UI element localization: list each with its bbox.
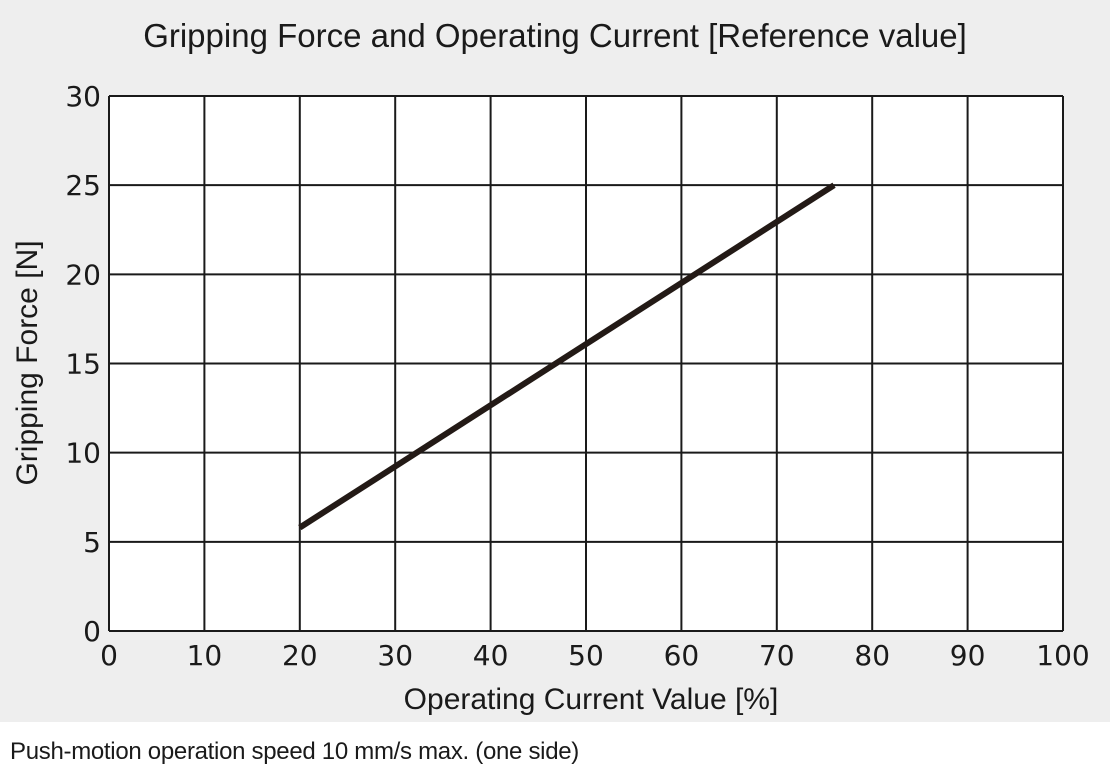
gripping-force-chart: Gripping Force and Operating Current [Re… <box>11 17 1090 716</box>
y-tick-label: 5 <box>83 526 101 559</box>
chart-figure: Gripping Force and Operating Current [Re… <box>0 0 1110 722</box>
chart-caption: Push-motion operation speed 10 mm/s max.… <box>10 738 579 765</box>
y-tick-label: 15 <box>65 348 101 381</box>
y-tick-labels: 0 5 10 15 20 25 30 <box>65 80 101 648</box>
x-tick-label: 100 <box>1036 639 1089 672</box>
x-tick-label: 90 <box>950 639 986 672</box>
x-tick-label: 20 <box>282 639 318 672</box>
y-tick-label: 30 <box>65 80 101 113</box>
y-tick-label: 20 <box>65 258 101 291</box>
x-tick-label: 70 <box>759 639 795 672</box>
x-axis-title: Operating Current Value [%] <box>404 683 779 716</box>
x-tick-label: 10 <box>187 639 223 672</box>
x-tick-label: 0 <box>100 639 118 672</box>
chart-title: Gripping Force and Operating Current [Re… <box>143 17 967 54</box>
y-tick-label: 10 <box>65 437 101 470</box>
x-tick-label: 60 <box>664 639 700 672</box>
y-axis-title: Gripping Force [N] <box>11 240 44 485</box>
series-line <box>298 182 836 531</box>
x-tick-label: 30 <box>377 639 413 672</box>
series-layer <box>298 182 836 531</box>
grid-lines <box>108 95 1064 632</box>
x-tick-label: 50 <box>568 639 604 672</box>
x-tick-label: 80 <box>854 639 890 672</box>
x-tick-labels: 0 10 20 30 40 50 60 70 80 90 100 <box>100 639 1090 672</box>
y-tick-label: 0 <box>83 615 101 648</box>
y-tick-label: 25 <box>65 169 101 202</box>
x-tick-label: 40 <box>473 639 509 672</box>
